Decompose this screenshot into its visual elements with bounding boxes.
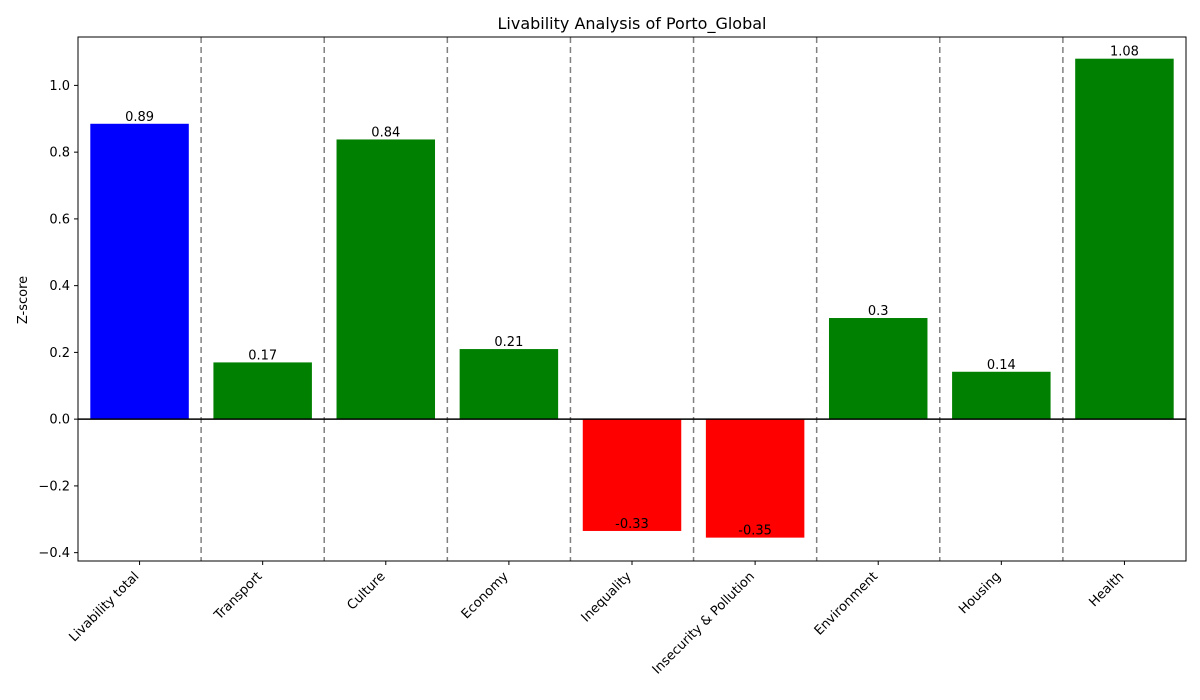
x-tick-label: Housing (956, 569, 1004, 617)
plot-area: 0.89 0.17 0.84 0.21 -0.33 -0.35 0.3 0.14 1.08 −0.… (38, 36, 1187, 677)
y-tick-label: 0.2 (49, 346, 70, 361)
y-tick-label: 0.0 (49, 413, 70, 428)
bar (213, 362, 312, 420)
y-tick-label: 0.4 (49, 279, 70, 294)
x-tick-label: Transport (211, 569, 265, 623)
x-tick-label: Insecurity & Pollution (650, 569, 758, 677)
y-tick-label: −0.4 (38, 546, 70, 561)
data-label: -0.35 (738, 524, 772, 539)
data-label: 0.89 (125, 110, 154, 125)
bar (1075, 58, 1174, 420)
chart-title: Livability Analysis of Porto_Global (497, 14, 766, 34)
data-label: 0.21 (494, 335, 523, 350)
data-label: 0.14 (987, 358, 1016, 373)
x-tick-label: Environment (812, 569, 881, 638)
x-tick-label: Inequality (579, 569, 635, 625)
y-axis-label: Z-score (16, 276, 31, 324)
y-tick-label: −0.2 (38, 479, 70, 494)
x-tick-label: Health (1086, 569, 1127, 610)
bar (705, 419, 805, 538)
x-tick-label: Economy (459, 569, 512, 622)
bar (336, 139, 436, 420)
data-label: 1.08 (1110, 45, 1139, 60)
bar (90, 123, 189, 420)
data-label: 0.84 (371, 125, 400, 140)
bar (582, 419, 682, 531)
x-tick-label: Culture (345, 569, 389, 613)
y-tick-label: 0.6 (49, 212, 70, 227)
y-tick-label: 1.0 (49, 79, 70, 94)
bar (459, 349, 559, 420)
data-label: 0.3 (868, 304, 889, 319)
bar (952, 371, 1051, 420)
x-tick-label: Livability total (67, 569, 143, 645)
data-label: -0.33 (615, 517, 649, 532)
bar (828, 318, 928, 420)
data-label: 0.17 (248, 348, 277, 363)
y-tick-label: 0.8 (49, 146, 70, 161)
